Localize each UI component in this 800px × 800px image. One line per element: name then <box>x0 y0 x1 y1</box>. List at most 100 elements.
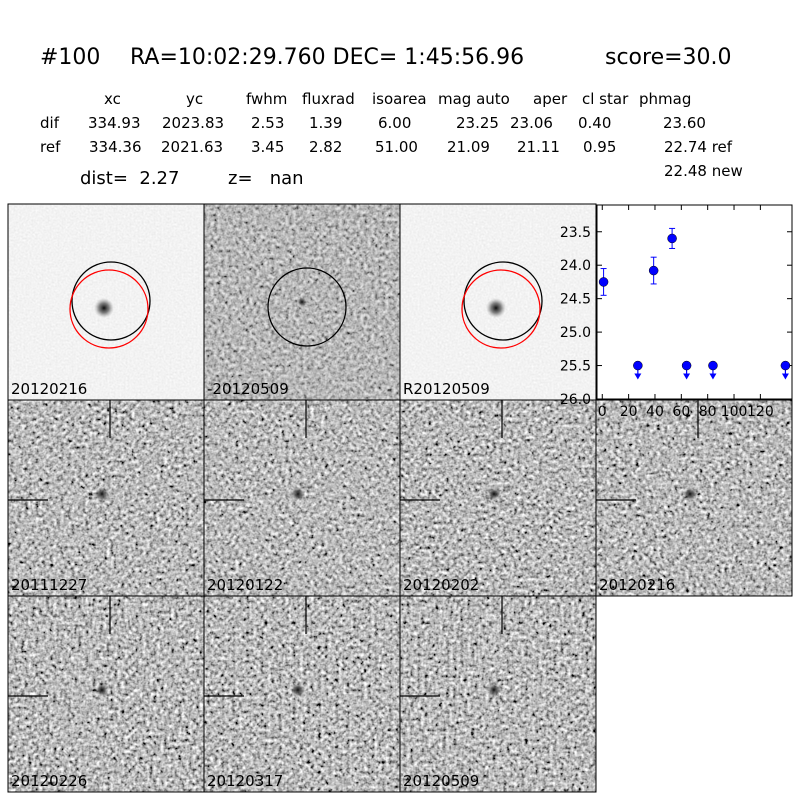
detection <box>667 233 677 244</box>
stamp-label: R20120509 <box>403 380 490 398</box>
column-header: isoarea <box>372 90 427 108</box>
table: xc yc fwhm fluxrad isoarea mag auto aper cl sta… <box>40 90 733 156</box>
cell: 2.53 <box>251 114 284 132</box>
cell: 0.40 <box>578 114 611 132</box>
upper-limit <box>633 360 643 371</box>
stamp-label: -20120509 <box>207 380 289 398</box>
cell: 22.74 ref <box>664 138 733 156</box>
limit-arrowhead <box>634 373 642 380</box>
phmag-new: 22.48 new <box>664 162 743 180</box>
x-tick-label: 120 <box>747 404 774 420</box>
stamp-label: 20120122 <box>207 576 283 594</box>
stamp: 20111227 <box>7 399 205 597</box>
x-tick-label: 0 <box>598 404 607 420</box>
limit-arrowhead <box>781 373 789 380</box>
stamp: 20120226 <box>7 595 205 793</box>
y-tick-label: 25.5 <box>560 359 591 375</box>
stamp: 20120216 <box>595 399 793 597</box>
cell: 334.36 <box>89 138 142 156</box>
row-label: dif <box>40 114 60 132</box>
x-tick-label: 100 <box>721 404 748 420</box>
stamp: 20120202 <box>399 399 597 597</box>
cell: 23.25 <box>456 114 499 132</box>
y-tick-label: 26.0 <box>560 392 591 408</box>
aperture-ref <box>69 269 149 349</box>
score: score=30.0 <box>605 45 732 70</box>
upper-limit <box>780 360 791 371</box>
candidate-id: #100 <box>40 45 100 70</box>
column-header: cl star <box>582 90 629 108</box>
cell: 0.95 <box>583 138 616 156</box>
stamp: R20120509 <box>399 203 597 401</box>
x-tick-label: 60 <box>672 404 690 420</box>
coordinates: RA=10:02:29.760 DEC= 1:45:56.96 <box>130 45 524 70</box>
light-curve: 23.5 24.0 24.5 25.0 25.5 26.0 0 20 40 60 80 100 120 <box>560 204 793 420</box>
stamp-border <box>399 595 597 793</box>
stamp: 20120216 <box>7 203 205 401</box>
source <box>95 487 109 501</box>
column-header: yc <box>186 90 203 108</box>
source <box>94 298 114 318</box>
cell: 21.09 <box>447 138 490 156</box>
y-tick-label: 25.0 <box>560 325 591 341</box>
stamp-label: 20120216 <box>599 576 675 594</box>
upper-limit <box>681 360 692 371</box>
cell: 21.11 <box>517 138 560 156</box>
stamp-label: 20111227 <box>11 576 87 594</box>
y-tick-label: 24.5 <box>560 292 591 308</box>
stamp: 20120122 <box>203 399 401 597</box>
column-header: fwhm <box>246 90 287 108</box>
stamp-label: 20120226 <box>11 772 87 790</box>
cell: 23.60 <box>663 114 706 132</box>
stamp-border <box>595 399 793 597</box>
cell: 6.00 <box>378 114 411 132</box>
dist: dist= 2.27 <box>80 168 179 189</box>
column-header: phmag <box>639 90 691 108</box>
y-tick-label: 24.0 <box>560 258 591 274</box>
row-label: ref <box>40 138 61 156</box>
plot-area <box>596 204 793 400</box>
cell: 2021.63 <box>161 138 223 156</box>
cell: 1.39 <box>309 114 342 132</box>
stamp-label: 20120202 <box>403 576 479 594</box>
detection <box>598 277 609 287</box>
stamp-label: 20120509 <box>403 772 479 790</box>
stamp: 20120509 <box>399 595 597 793</box>
column-header: fluxrad <box>302 90 355 108</box>
source <box>291 487 305 501</box>
source <box>486 298 506 318</box>
source <box>487 487 501 501</box>
stamp: -20120509 <box>203 203 401 401</box>
column-header: aper <box>533 90 568 108</box>
upper-limit <box>708 360 718 371</box>
aperture <box>71 261 151 341</box>
aperture <box>463 261 543 341</box>
source <box>95 683 109 697</box>
cell: 3.45 <box>251 138 284 156</box>
redshift: z= nan <box>228 168 304 189</box>
cell: 23.06 <box>510 114 553 132</box>
x-tick-label: 40 <box>646 404 664 420</box>
stamp: 20120317 <box>203 595 401 793</box>
source <box>297 297 307 307</box>
aperture <box>267 267 347 347</box>
cell: 51.00 <box>375 138 418 156</box>
detection <box>648 265 659 276</box>
aperture-ref <box>461 269 541 349</box>
column-header: xc <box>104 90 121 108</box>
stamp-label: 20120216 <box>11 380 87 398</box>
cell: 334.93 <box>88 114 141 132</box>
cell: 2.82 <box>309 138 342 156</box>
limit-arrowhead <box>709 373 717 380</box>
column-header: mag auto <box>438 90 510 108</box>
cell: 2023.83 <box>162 114 224 132</box>
stamp-label: 20120317 <box>207 772 283 790</box>
x-tick-label: 80 <box>699 404 717 420</box>
y-tick-label: 23.5 <box>560 225 591 241</box>
limit-arrowhead <box>683 373 691 380</box>
source <box>487 683 501 697</box>
source <box>683 487 697 501</box>
x-tick-label: 20 <box>620 404 638 420</box>
